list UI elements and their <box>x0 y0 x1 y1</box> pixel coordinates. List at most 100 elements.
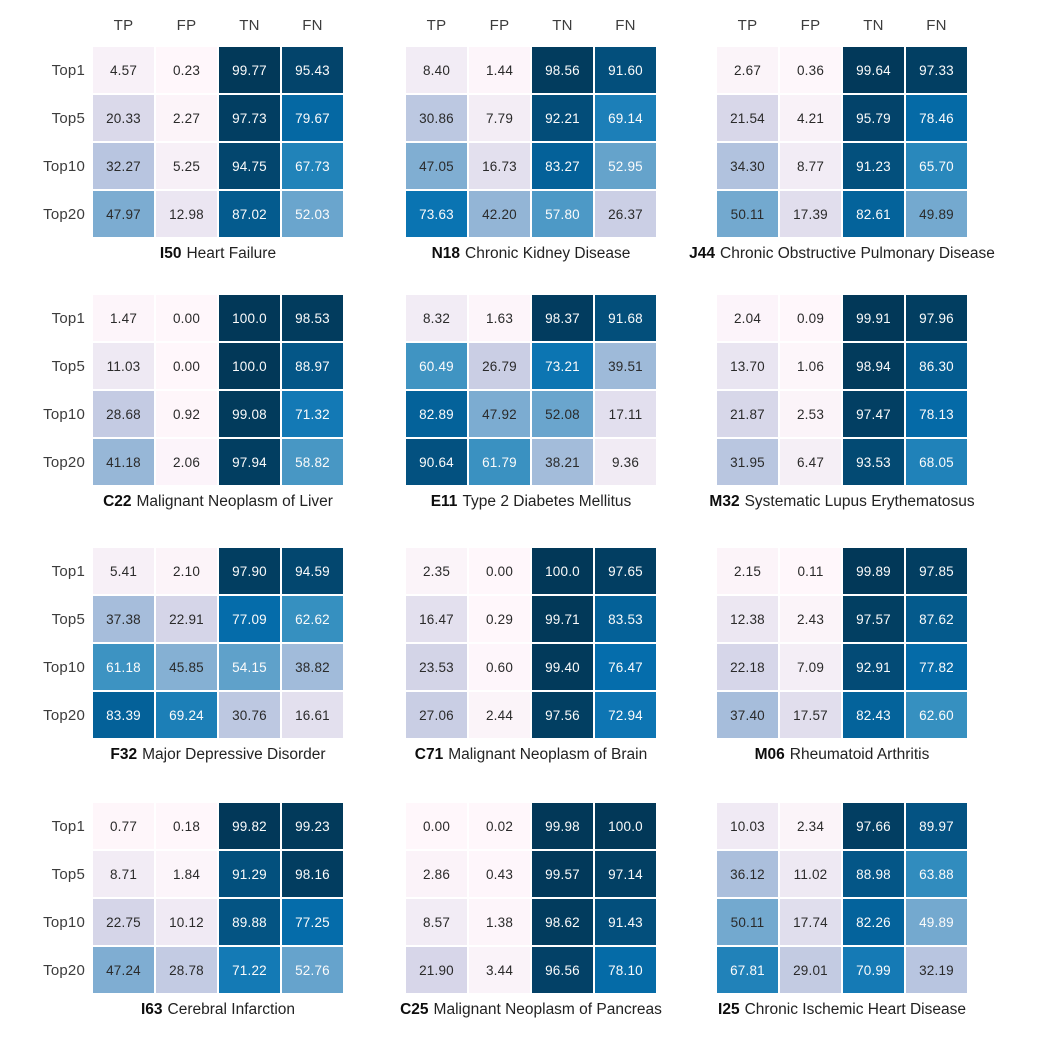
heatmap-cell-m32-top5-fn: 86.30 <box>906 343 967 389</box>
caption-name: Chronic Obstructive Pulmonary Disease <box>720 245 995 262</box>
caption-name: Cerebral Infarction <box>167 1001 296 1018</box>
heatmap-cell-c25-top10-fp: 1.38 <box>469 899 530 945</box>
heatmap-grid-j44: 2.67 0.36 99.64 97.33 21.54 4.21 95.79 78.46 34.… <box>717 47 967 237</box>
heatmap-cell-i63-top10-fp: 10.12 <box>156 899 217 945</box>
caption-name: Major Depressive Disorder <box>142 746 326 763</box>
heatmap-cell-m06-top1-fn: 97.85 <box>906 548 967 594</box>
heatmap-cell-m06-top10-tn: 92.91 <box>843 644 904 690</box>
heatmap-cell-e11-top10-fp: 47.92 <box>469 391 530 437</box>
heatmap-cell-c22-top10-tn: 99.08 <box>219 391 280 437</box>
panel-caption: I50 Heart Failure <box>160 245 276 263</box>
col-header-tn: TN <box>552 17 573 34</box>
heatmap-cell-c25-top20-fp: 3.44 <box>469 947 530 993</box>
heatmap-cell-n18-top10-tp: 47.05 <box>406 143 467 189</box>
heatmap-cell-m06-top10-fp: 7.09 <box>780 644 841 690</box>
caption-name: Malignant Neoplasm of Pancreas <box>433 1001 662 1018</box>
col-header-fn: FN <box>926 17 947 34</box>
heatmap-cell-n18-top1-fn: 91.60 <box>595 47 656 93</box>
heatmap-cell-f32-top5-tn: 77.09 <box>219 596 280 642</box>
heatmap-cell-e11-top5-tn: 73.21 <box>532 343 593 389</box>
heatmap-cell-f32-top20-fn: 16.61 <box>282 692 343 738</box>
heatmap-cell-e11-top5-fp: 26.79 <box>469 343 530 389</box>
heatmap-cell-n18-top10-fn: 52.95 <box>595 143 656 189</box>
heatmap-cell-m06-top20-tp: 37.40 <box>717 692 778 738</box>
heatmap-cell-m32-top5-fp: 1.06 <box>780 343 841 389</box>
heatmap-cell-i63-top20-fp: 28.78 <box>156 947 217 993</box>
heatmap-cell-i25-top5-fn: 63.88 <box>906 851 967 897</box>
heatmap-cell-m06-top20-fn: 62.60 <box>906 692 967 738</box>
heatmap-cell-c25-top5-tp: 2.86 <box>406 851 467 897</box>
heatmap-grid-c25: 0.00 0.02 99.98 100.0 2.86 0.43 99.57 97.14 8.57… <box>406 803 656 993</box>
row-label-top10: Top10 <box>43 913 85 931</box>
heatmap-cell-i25-top5-fp: 11.02 <box>780 851 841 897</box>
heatmap-cell-f32-top1-tp: 5.41 <box>93 548 154 594</box>
heatmap-grid-i50: 4.57 0.23 99.77 95.43 20.33 2.27 97.73 79.67 32.… <box>93 47 343 237</box>
heatmap-grid-i25: 10.03 2.34 97.66 89.97 36.12 11.02 88.98 63.88 5… <box>717 803 967 993</box>
heatmap-cell-i50-top10-tn: 94.75 <box>219 143 280 189</box>
heatmap-cell-c71-top20-fn: 72.94 <box>595 692 656 738</box>
heatmap-cell-c22-top5-fp: 0.00 <box>156 343 217 389</box>
heatmap-cell-i63-top20-tn: 71.22 <box>219 947 280 993</box>
heatmap-cell-e11-top5-fn: 39.51 <box>595 343 656 389</box>
heatmap-cell-c25-top10-tn: 98.62 <box>532 899 593 945</box>
heatmap-cell-f32-top10-fn: 38.82 <box>282 644 343 690</box>
row-label-top1: Top1 <box>51 61 85 79</box>
heatmap-grid-i63: 0.77 0.18 99.82 99.23 8.71 1.84 91.29 98.16 22.7… <box>93 803 343 993</box>
heatmap-cell-i50-top5-fp: 2.27 <box>156 95 217 141</box>
heatmap-cell-j44-top10-tp: 34.30 <box>717 143 778 189</box>
heatmap-cell-c22-top10-tp: 28.68 <box>93 391 154 437</box>
heatmap-cell-j44-top1-fp: 0.36 <box>780 47 841 93</box>
heatmap-cell-e11-top1-tn: 98.37 <box>532 295 593 341</box>
heatmap-cell-m06-top20-fp: 17.57 <box>780 692 841 738</box>
caption-code: C25 <box>400 1001 429 1018</box>
heatmap-cell-m32-top20-fn: 68.05 <box>906 439 967 485</box>
heatmap-cell-c22-top20-tp: 41.18 <box>93 439 154 485</box>
col-header-fn: FN <box>302 17 323 34</box>
heatmap-cell-m32-top1-fn: 97.96 <box>906 295 967 341</box>
panel-caption: I25 Chronic Ischemic Heart Disease <box>718 1001 966 1019</box>
heatmap-cell-c22-top10-fn: 71.32 <box>282 391 343 437</box>
heatmap-cell-e11-top10-fn: 17.11 <box>595 391 656 437</box>
heatmap-cell-c25-top20-tn: 96.56 <box>532 947 593 993</box>
heatmap-cell-c71-top10-fp: 0.60 <box>469 644 530 690</box>
column-headers: TP FP TN FN <box>717 17 967 34</box>
heatmap-cell-c22-top1-fp: 0.00 <box>156 295 217 341</box>
heatmap-cell-i25-top1-tp: 10.03 <box>717 803 778 849</box>
row-label-gutter: Top1 Top5 Top10 Top20 <box>0 548 85 738</box>
heatmap-panel-n18: TP FP TN FN 8.40 1.44 98.56 91.60 30.86 7.79 92.21… <box>406 17 656 262</box>
caption-code: J44 <box>689 245 716 262</box>
heatmap-panel-f32: 5.41 2.10 97.90 94.59 37.38 22.91 77.09 62.62 61… <box>93 548 343 763</box>
row-label-top5: Top5 <box>51 865 85 883</box>
heatmap-cell-i25-top20-fn: 32.19 <box>906 947 967 993</box>
heatmap-cell-f32-top20-fp: 69.24 <box>156 692 217 738</box>
heatmap-cell-c71-top20-tp: 27.06 <box>406 692 467 738</box>
heatmap-cell-f32-top5-fp: 22.91 <box>156 596 217 642</box>
heatmap-cell-i50-top5-fn: 79.67 <box>282 95 343 141</box>
caption-code: I50 <box>159 245 182 262</box>
heatmap-cell-m06-top1-tp: 2.15 <box>717 548 778 594</box>
heatmap-cell-n18-top20-fp: 42.20 <box>469 191 530 237</box>
heatmap-band-1: Top1 Top5 Top10 Top20 TP FP TN FN 4.57 0.23 99.77 9… <box>0 17 1044 279</box>
heatmap-cell-i63-top20-fn: 52.76 <box>282 947 343 993</box>
heatmap-cell-c71-top20-tn: 97.56 <box>532 692 593 738</box>
heatmap-cell-c71-top5-fp: 0.29 <box>469 596 530 642</box>
row-label-top20: Top20 <box>43 961 85 979</box>
row-label-gutter: Top1 Top5 Top10 Top20 <box>0 803 85 993</box>
col-header-tp: TP <box>426 17 447 34</box>
heatmap-cell-n18-top5-fp: 7.79 <box>469 95 530 141</box>
heatmap-cell-i50-top10-fp: 5.25 <box>156 143 217 189</box>
caption-name: Chronic Ischemic Heart Disease <box>744 1001 966 1018</box>
heatmap-cell-m32-top1-fp: 0.09 <box>780 295 841 341</box>
heatmap-cell-f32-top20-tp: 83.39 <box>93 692 154 738</box>
heatmap-cell-i50-top20-fp: 12.98 <box>156 191 217 237</box>
heatmap-cell-i50-top10-fn: 67.73 <box>282 143 343 189</box>
heatmap-cell-i50-top20-tp: 47.97 <box>93 191 154 237</box>
caption-name: Systematic Lupus Erythematosus <box>744 493 975 510</box>
heatmap-cell-m06-top20-tn: 82.43 <box>843 692 904 738</box>
col-header-tn: TN <box>239 17 260 34</box>
heatmap-cell-c25-top10-tp: 8.57 <box>406 899 467 945</box>
panel-caption: C71 Malignant Neoplasm of Brain <box>415 746 647 764</box>
heatmap-cell-c71-top1-fn: 97.65 <box>595 548 656 594</box>
heatmap-cell-i50-top5-tp: 20.33 <box>93 95 154 141</box>
caption-code: E11 <box>430 493 458 510</box>
